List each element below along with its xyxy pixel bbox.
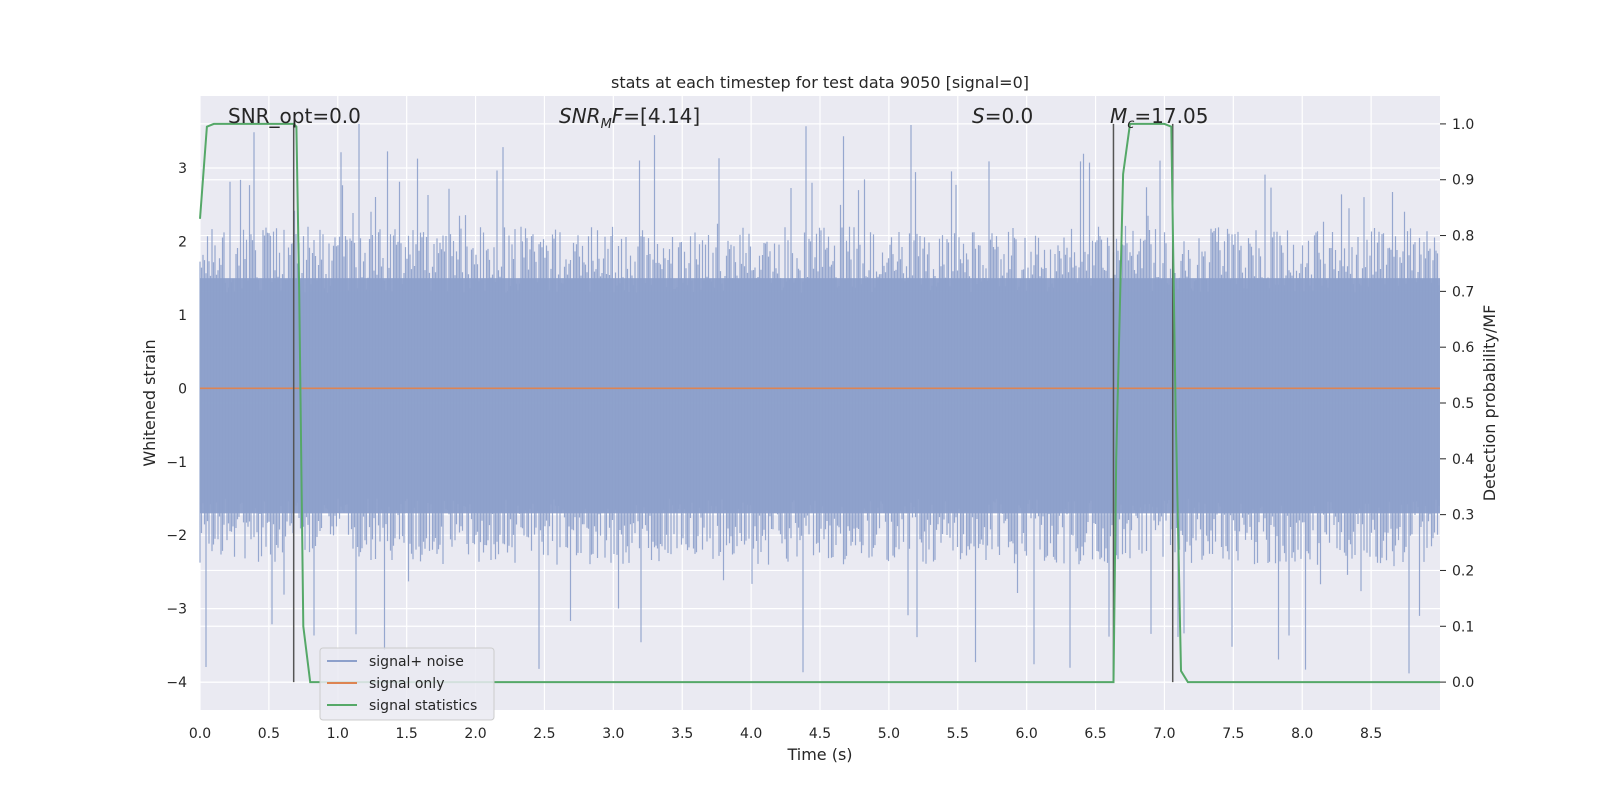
signal-noise-series: [199, 123, 1440, 674]
x-tick-label: 3.0: [602, 726, 624, 742]
y-tick-label: 2: [178, 234, 187, 250]
y2-tick-label: 0.2: [1452, 563, 1474, 579]
annotation-s-value: =0.0: [985, 104, 1034, 128]
annotation-snr-mf-value: =[4.14]: [623, 104, 700, 128]
signal-statistics-series: [199, 122, 1440, 684]
x-tick-label: 1.0: [327, 726, 349, 742]
x-tick-label: 2.0: [464, 726, 486, 742]
y2-tick-label: 0.1: [1452, 619, 1474, 635]
annotation-s-base: S: [972, 104, 985, 128]
y-tick-label: 1: [178, 308, 187, 324]
y2-tick-label: 0.8: [1452, 229, 1474, 245]
x-axis-ticks: 0.0 0.5 1.0 1.5 2.0 2.5 3.0 3.5 4.0 4.5 5.0 5.5 6.0 6…: [189, 726, 1382, 742]
y-tick-label: 3: [178, 161, 187, 177]
x-tick-label: 5.0: [878, 726, 900, 742]
x-tick-label: 8.0: [1291, 726, 1313, 742]
annotation-snr-mf-f: F: [612, 104, 624, 128]
y2-tick-label: 0.3: [1452, 508, 1474, 524]
x-tick-label: 0.0: [189, 726, 211, 742]
y2-axis-label: Detection probability/MF: [1480, 305, 1499, 502]
y2-tick-label: 0.7: [1452, 284, 1474, 300]
x-tick-label: 2.5: [533, 726, 555, 742]
x-tick-label: 6.0: [1016, 726, 1038, 742]
x-tick-label: 4.0: [740, 726, 762, 742]
y-tick-label: −4: [166, 675, 187, 691]
legend-label-stats: signal statistics: [369, 698, 477, 714]
annotation-mc: Mc=17.05: [1110, 104, 1208, 132]
y-tick-label: −1: [166, 455, 187, 471]
y2-tick-label: 0.0: [1452, 675, 1474, 691]
legend-label-signal: signal only: [369, 676, 444, 692]
x-tick-label: 8.5: [1360, 726, 1382, 742]
x-tick-label: 4.5: [809, 726, 831, 742]
x-tick-label: 7.5: [1222, 726, 1244, 742]
x-axis-label: Time (s): [786, 745, 852, 764]
chart-title: stats at each timestep for test data 905…: [611, 73, 1029, 92]
annotation-mc-base: M: [1110, 104, 1127, 128]
legend: signal+ noise signal only signal statist…: [319, 647, 495, 721]
annotation-snr-mf-base: SNR: [559, 104, 601, 128]
annotation-snr-mf: SNRMF=[4.14]: [559, 104, 700, 132]
annotation-snr-opt: SNR_opt=0.0: [228, 104, 361, 128]
annotation-snr-mf-sub: M: [601, 117, 612, 132]
y-tick-label: 0: [178, 381, 187, 397]
x-tick-label: 7.0: [1153, 726, 1175, 742]
annotation-mc-sub: c: [1127, 117, 1134, 132]
y2-tick-label: 0.6: [1452, 340, 1474, 356]
x-tick-label: 5.5: [947, 726, 969, 742]
x-tick-label: 1.5: [396, 726, 418, 742]
legend-box: [319, 647, 495, 721]
x-tick-label: 0.5: [258, 726, 280, 742]
y2-tick-label: 0.5: [1452, 396, 1474, 412]
y-tick-label: −3: [166, 602, 187, 618]
noise-trace: [199, 123, 1440, 674]
x-tick-label: 6.5: [1084, 726, 1106, 742]
annotation-mc-value: =17.05: [1134, 104, 1208, 128]
signal-statistics-line: [199, 122, 1440, 684]
y-axis-ticks: 3 2 1 0 −1 −2 −3 −4: [166, 161, 187, 691]
y2-tick-label: 1.0: [1452, 117, 1474, 133]
x-tick-label: 3.5: [671, 726, 693, 742]
y-tick-label: −2: [166, 528, 187, 544]
y2-axis-ticks: 1.0 0.9 0.8 0.7 0.6 0.5 0.4 0.3 0.2 0.1 0.0: [1440, 117, 1474, 691]
y-axis-label: Whitened strain: [140, 339, 159, 466]
legend-label-noise: signal+ noise: [369, 654, 464, 670]
y2-tick-label: 0.9: [1452, 173, 1474, 189]
annotation-s: S=0.0: [972, 104, 1033, 128]
y2-tick-label: 0.4: [1452, 452, 1474, 468]
